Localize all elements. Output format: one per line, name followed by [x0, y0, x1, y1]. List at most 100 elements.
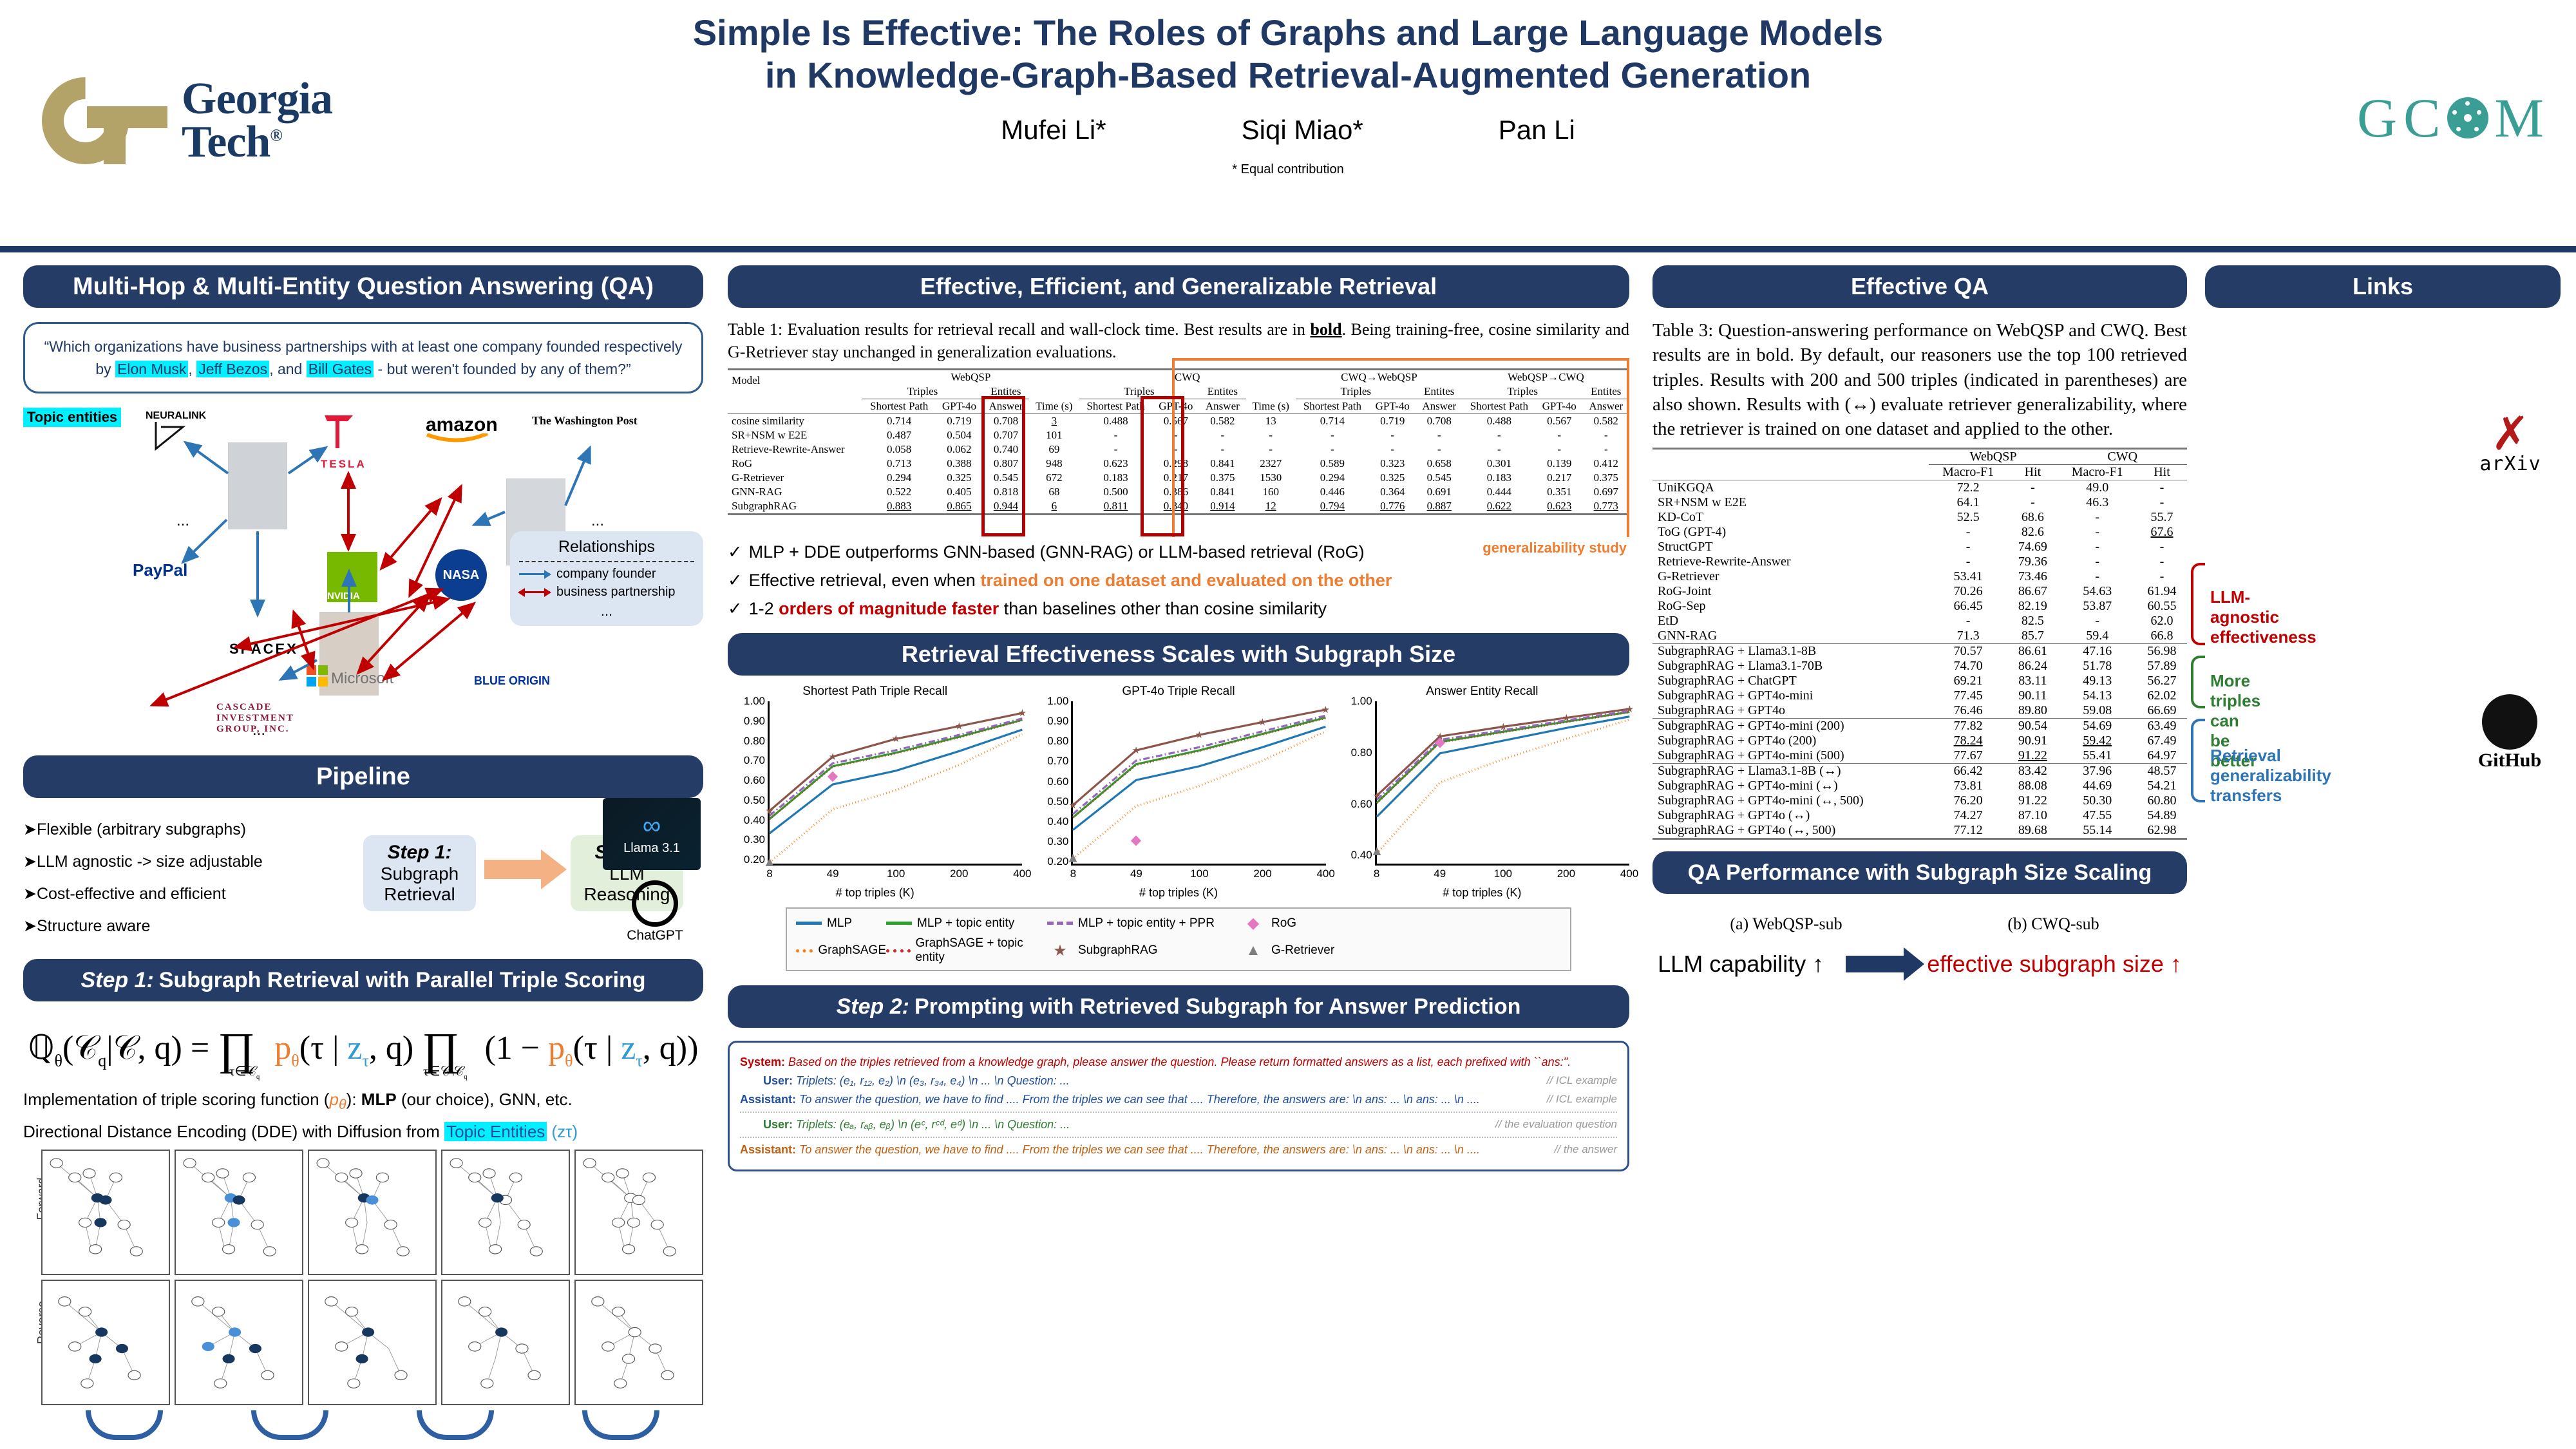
t3-model-name: SubgraphRAG + Llama3.1-8B: [1653, 643, 1929, 659]
t1-sub-ans: Answer: [1422, 400, 1457, 413]
series-mlp-topic-entity-ppr: [770, 719, 1022, 816]
table-row: SubgraphRAG 0.883 0.865 0.944 6 0.811 0.840 0.9…: [728, 499, 1629, 516]
table-row: Model WebQSP CWQ CWQ→WebQSP WebQSP→CWQ: [728, 368, 1629, 414]
t3-model-name: SubgraphRAG + GPT4o: [1658, 703, 1785, 718]
section-step1: Step 1: Subgraph Retrieval with Parallel…: [23, 959, 703, 1441]
x-tick-label: 49: [1130, 867, 1142, 880]
section-qa: Multi-Hop & Multi-Entity Question Answer…: [23, 265, 703, 739]
table-row: KD-CoT 52.5 68.6 - 55.7: [1653, 510, 2187, 525]
t1-value: 0.794: [1295, 499, 1369, 516]
table-row: G-Retriever 0.294 0.325 0.545 672 0.183 0.217 0…: [728, 471, 1629, 485]
section-pipeline: Pipeline ➤Flexible (arbitrary subgraphs)…: [23, 755, 703, 949]
prompt-line-system: System: Based on the triples retrieved f…: [740, 1056, 1617, 1069]
legend-label: MLP + topic entity: [917, 916, 1015, 930]
series-mlp-topic-entity-ppr: [1073, 715, 1325, 814]
x-tick-label: 200: [1253, 867, 1272, 880]
t1-value: 13: [1245, 413, 1296, 429]
t3-model-name: SubgraphRAG + GPT4o-mini: [1658, 688, 1814, 703]
prompt-role-system: System:: [740, 1056, 786, 1069]
t3-value: 77.67: [1953, 748, 1983, 763]
x-tick-label: 100: [1493, 867, 1512, 880]
t1-value: 0.325: [947, 471, 972, 484]
t3-value: -: [2095, 614, 2100, 629]
prompt-text-assistant-icl: To answer the question, we have to find …: [799, 1093, 1480, 1106]
legend-label-founder: company founder: [556, 567, 656, 581]
t1-sub-gpt: GPT-4o: [1542, 400, 1577, 413]
t3-model-name: SR+NSM w E2E: [1658, 495, 1747, 510]
t1-value: 0.504: [947, 429, 972, 442]
takeaway-2-highlight: trained on one dataset and evaluated on …: [980, 571, 1392, 591]
banner-effective-qa: Effective QA: [1653, 265, 2187, 308]
t3-value: -: [2095, 540, 2100, 554]
t3-value: -: [1965, 614, 1971, 629]
annotation-more-triples: More triples can be better: [2210, 671, 2261, 771]
qr-code-arxiv[interactable]: [2205, 323, 2463, 581]
t3-metric-macro: Macro-F1: [2071, 465, 2123, 480]
implementation-line: Implementation of triple scoring functio…: [23, 1090, 703, 1113]
takeaway-1: ✓ MLP + DDE outperforms GNN-based (GNN-RA…: [728, 542, 1365, 562]
legend-business-partnership: business partnership: [518, 585, 694, 600]
qa-subcaptions: (a) WebQSP-sub (b) CWQ-sub: [1653, 908, 2187, 934]
table-row: SR+NSM w E2E 64.1 - 46.3 -: [1653, 495, 2187, 510]
y-tick-label: 0.80: [1350, 746, 1372, 759]
legend-ellipsis: ...: [600, 603, 613, 619]
y-tick-label: 0.60: [1047, 775, 1069, 788]
t3-value: 49.0: [2058, 480, 2137, 496]
table-row: UniKGQA 72.2-49.0-: [1653, 480, 2187, 496]
pipeline-bullets: ➤Flexible (arbitrary subgraphs) ➤LLM agn…: [23, 820, 358, 949]
georgia-tech-logo: Georgia Tech®: [24, 59, 333, 182]
qr-code-github[interactable]: [2205, 611, 2463, 868]
banner-scales: Retrieval Effectiveness Scales with Subg…: [728, 633, 1629, 676]
takeaway-3-highlight: orders of magnitude faster: [779, 599, 999, 619]
t1-value: 0.776: [1368, 499, 1416, 516]
t1-value: 0.697: [1593, 486, 1618, 498]
t3-value: 73.46: [2018, 569, 2047, 584]
t3-value: 71.3: [1956, 629, 1980, 643]
t1-value: 0.217: [1547, 471, 1572, 484]
t3-model-name: SubgraphRAG + Llama3.1-70B: [1658, 659, 1823, 674]
t3-value: -: [1965, 540, 1971, 554]
t1-sub-sp: Shortest Path: [1086, 400, 1145, 413]
x-tick-label: 400: [1316, 867, 1335, 880]
t3-value: -: [2095, 510, 2100, 525]
takeaway-1-text: MLP + DDE outperforms GNN-based (GNN-RAG…: [748, 542, 1365, 562]
legend-item: GraphSAGE + topic entity: [886, 936, 1047, 965]
star-marker: ★: [1258, 717, 1267, 728]
t3-value: 62.02: [2147, 688, 2177, 703]
t3-value: 53.87: [2083, 599, 2112, 614]
t3-value: 67.49: [2147, 734, 2177, 748]
t1-value: -: [1220, 443, 1225, 456]
amazon-smile-icon: [426, 433, 489, 442]
link-github-row[interactable]: GitHub: [2205, 598, 2561, 868]
t1-value: -: [1220, 429, 1225, 442]
prompt-text-user-eval: Triplets: (eₐ, rₐᵦ, eᵦ) \n (eᶜ, rᶜᵈ, eᵈ)…: [796, 1118, 1070, 1132]
series-graphsage-topic-entity: [1377, 712, 1629, 803]
t1-value: 0.487: [886, 429, 912, 442]
t1-value: 0.522: [886, 486, 912, 498]
t3-value: 54.63: [2083, 584, 2112, 599]
llama-label: Llama 3.1: [623, 840, 680, 855]
t1-value: 3: [1029, 413, 1079, 429]
t1-value: 101: [1046, 429, 1063, 442]
arxiv-label: arXiv: [2479, 453, 2541, 476]
pipeline-step1-body: Subgraph Retrieval: [380, 864, 459, 904]
dde-cell: [308, 1280, 437, 1406]
legend-item: MLP: [796, 914, 886, 933]
t1-value: -: [1437, 443, 1441, 456]
t1-value: 0.622: [1462, 499, 1536, 516]
t3-value: 48.57: [2137, 763, 2187, 779]
table-row: RoG-Joint 70.26 86.67 54.63 61.94: [1653, 584, 2187, 599]
conclusion-arrow-icon: [1846, 947, 1925, 981]
t1-grp-triples: Triples: [1462, 384, 1583, 400]
dde-suffix: (zτ): [547, 1122, 578, 1142]
prompt-comment-assistant-icl: // ICL example: [1546, 1093, 1617, 1106]
legend-label: GraphSAGE: [818, 943, 886, 958]
link-arxiv-row[interactable]: ✗ arXiv: [2205, 310, 2561, 581]
series-subgraphrag: [770, 713, 1022, 811]
y-tick-label: 0.60: [743, 774, 765, 787]
t1-value: 0.707: [993, 429, 1019, 442]
t1-value: 0.708: [1416, 413, 1463, 429]
t1-ds-web2cwq: WebQSP→CWQ: [1462, 368, 1629, 385]
tesla-icon: [325, 415, 353, 448]
t1-sub-time: Time (s): [1036, 399, 1073, 412]
